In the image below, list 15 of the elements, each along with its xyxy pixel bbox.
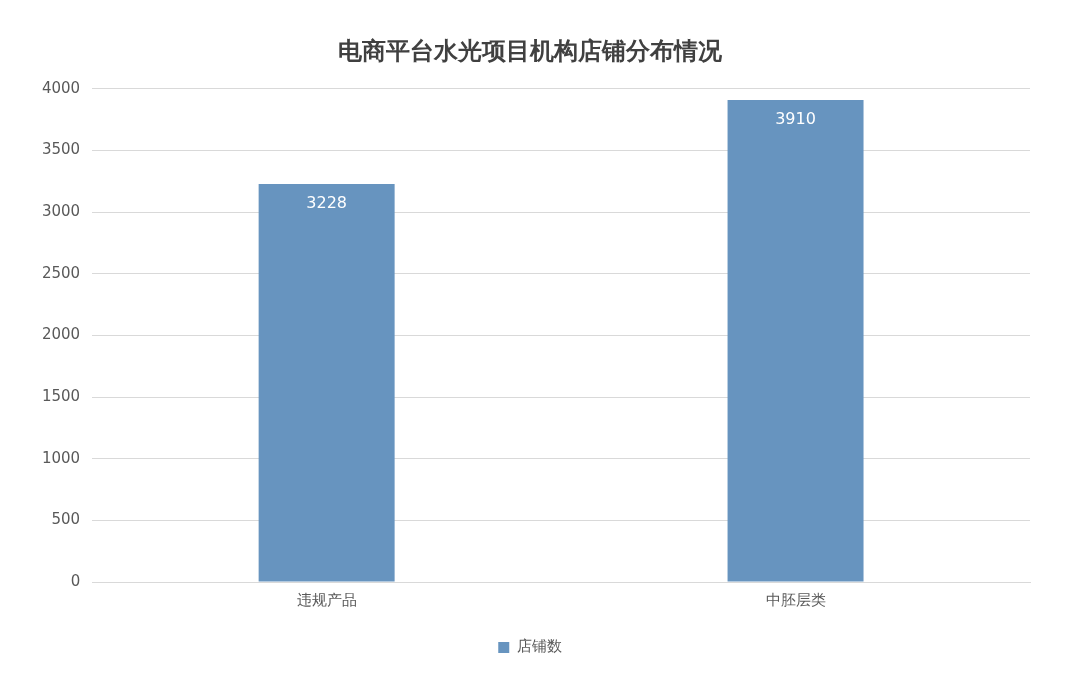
y-tick-label: 0 — [70, 571, 81, 590]
data-label: 3910 — [775, 109, 816, 129]
y-tick-label: 2500 — [41, 263, 81, 282]
y-tick-label: 2000 — [41, 325, 81, 344]
y-tick-label: 3000 — [41, 201, 81, 220]
y-tick-label: 3500 — [41, 140, 81, 159]
y-tick-label: 1500 — [41, 386, 81, 405]
legend-label: 店铺数 — [516, 637, 562, 656]
y-tick-label: 500 — [51, 510, 81, 529]
y-tick-label: 1000 — [41, 448, 81, 467]
y-tick-label: 4000 — [41, 78, 81, 97]
data-label: 3228 — [306, 193, 347, 213]
x-tick-label: 违规产品 — [296, 590, 357, 609]
chart-title: 电商平台水光项目机构店铺分布情况 — [338, 36, 723, 65]
x-tick-label: 中胚层类 — [765, 590, 826, 609]
